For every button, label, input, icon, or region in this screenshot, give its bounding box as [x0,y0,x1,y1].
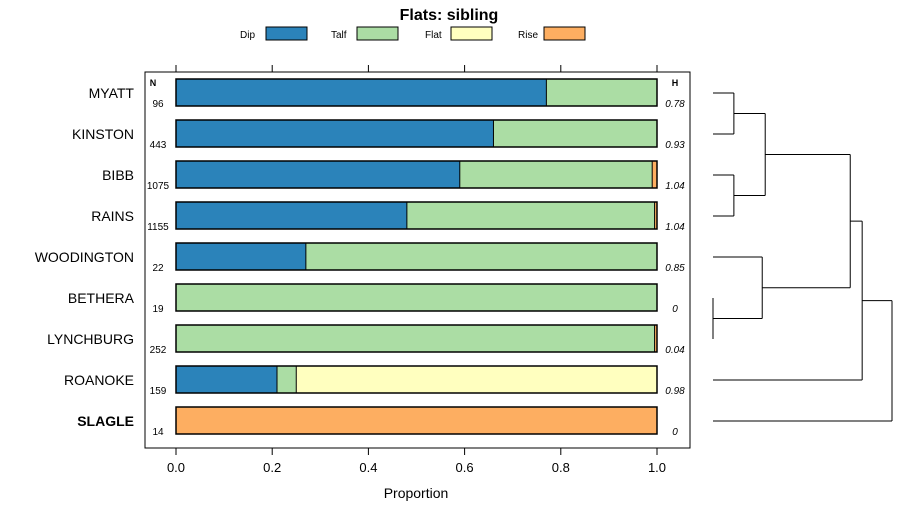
legend-swatch-rise [543,26,586,41]
h-value-rains: 1.04 [665,222,685,233]
bar-segment-roanoke-dip [176,366,278,393]
category-label-kinston: KINSTON [72,126,134,142]
h-value-lynchburg: 0.04 [665,345,685,356]
bar-segment-myatt-dip [176,79,547,106]
h-value-woodington: 0.85 [665,263,685,274]
legend-label-dip: Dip [240,30,255,41]
bar-segment-roanoke-flat [296,366,657,393]
n-value-bibb: 1075 [147,181,170,192]
category-label-slagle: SLAGLE [77,413,134,429]
x-tick-label: 0.6 [456,460,474,475]
bar-segment-woodington-talf [305,243,657,270]
legend: Dip Talf Flat Rise [240,26,586,41]
bar-outline-kinston [175,119,658,148]
bar-segment-lynchburg-talf [176,325,655,352]
bar-segment-bibb-dip [176,161,460,188]
bar-outline-lynchburg [175,324,658,353]
legend-label-rise: Rise [518,30,538,41]
n-value-bethera: 19 [152,304,164,315]
h-value-kinston: 0.93 [665,140,685,151]
bar-segment-rains-rise [654,202,657,229]
n-value-kinston: 443 [150,140,167,151]
legend-label-talf: Talf [331,30,347,41]
x-tick-label: 0.4 [359,460,377,475]
n-value-rains: 1155 [147,222,169,233]
n-header: N [150,78,157,88]
x-axis: 0.0 0.2 0.4 0.6 0.8 1.0 [167,65,666,475]
n-value-roanoke: 159 [150,386,167,397]
category-label-rains: RAINS [91,208,134,224]
h-value-bethera: 0 [672,304,678,315]
h-header: H [672,78,679,88]
bar-outline-slagle [175,406,658,435]
n-value-lynchburg: 252 [150,345,167,356]
bar-outline-rains [175,201,658,230]
plot-frame [144,71,691,449]
bar-outline-roanoke [175,365,658,394]
category-label-myatt: MYATT [89,85,135,101]
n-value-slagle: 14 [152,427,164,438]
category-label-lynchburg: LYNCHBURG [47,331,134,347]
bar-outline-bibb [175,160,658,189]
bar-segment-bethera-talf [176,284,657,311]
h-value-slagle: 0 [672,427,678,438]
legend-swatch-talf [356,26,399,41]
dendrogram [712,92,893,422]
x-axis-label: Proportion [384,485,449,501]
h-value-roanoke: 0.98 [665,386,685,397]
x-tick-label: 1.0 [648,460,666,475]
bar-outline-myatt [175,78,658,107]
bar-segment-slagle-rise [176,407,657,434]
bar-outline-woodington [175,242,658,271]
x-tick-label: 0.2 [263,460,281,475]
category-label-woodington: WOODINGTON [35,249,134,265]
h-value-bibb: 1.04 [665,181,685,192]
bar-segment-lynchburg-rise [654,325,657,352]
legend-swatch-dip [265,26,308,41]
x-tick-label: 0.8 [552,460,570,475]
category-label-roanoke: ROANOKE [64,372,134,388]
bar-outline-bethera [175,283,658,312]
bar-segment-rains-talf [406,202,655,229]
n-value-woodington: 22 [152,263,164,274]
category-label-bibb: BIBB [102,167,134,183]
bar-segment-kinston-talf [493,120,657,147]
legend-swatch-flat [450,26,493,41]
legend-label-flat: Flat [425,30,442,41]
row-labels: MYATT 96 0.78 KINSTON 443 0.93 BIBB 1075 1.04 RAI… [35,85,685,438]
chart-title: Flats: sibling [400,7,499,24]
bar-segment-rains-dip [176,202,407,229]
h-value-myatt: 0.78 [665,99,685,110]
n-value-myatt: 96 [152,99,164,110]
bar-segment-kinston-dip [176,120,494,147]
bar-segment-bibb-rise [652,161,657,188]
x-tick-label: 0.0 [167,460,185,475]
bar-segment-woodington-dip [176,243,306,270]
bar-segment-roanoke-talf [277,366,297,393]
category-label-bethera: BETHERA [68,290,135,306]
bar-segment-myatt-talf [546,79,657,106]
bar-segment-bibb-talf [459,161,653,188]
bars [175,78,658,435]
